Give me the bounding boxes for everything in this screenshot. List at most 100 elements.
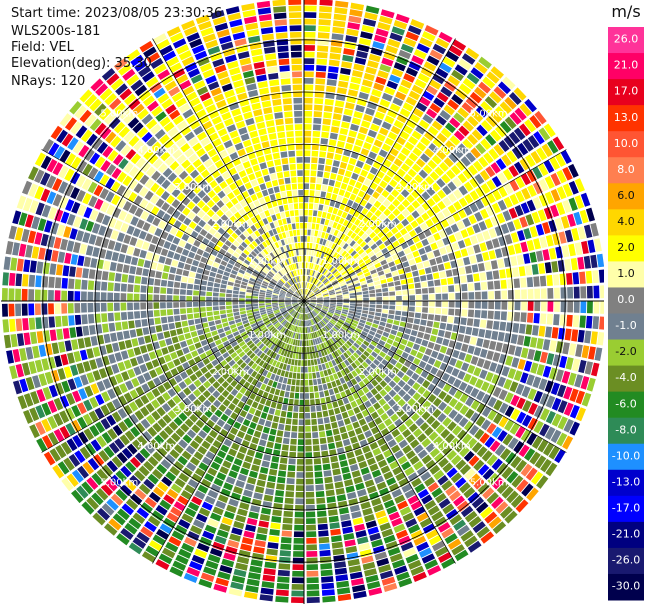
ray-gate (562, 166, 573, 181)
ray-gate (309, 304, 314, 309)
ray-gate (249, 333, 257, 340)
ray-gate (219, 288, 226, 293)
ray-gate (304, 58, 315, 65)
ray-gate (447, 277, 454, 285)
ray-gate (325, 282, 331, 287)
ray-gate (347, 312, 355, 317)
ray-gate (133, 293, 140, 301)
ray-gate (101, 464, 114, 477)
ray-gate (529, 225, 538, 238)
ray-gate (260, 326, 267, 332)
ray-gate (310, 303, 316, 306)
ray-gate (207, 281, 214, 287)
ray-gate (336, 322, 342, 328)
ray-gate (402, 333, 410, 340)
ray-gate (341, 155, 350, 163)
ray-gate (519, 103, 532, 117)
ray-gate (365, 337, 372, 343)
ray-gate (396, 408, 405, 418)
ray-gate (286, 305, 292, 309)
ray-gate (123, 330, 131, 340)
ray-gate (442, 462, 454, 473)
ray-gate (363, 297, 369, 301)
ray-gate (435, 301, 442, 307)
ray-gate (376, 481, 387, 491)
ray-gate (351, 345, 358, 352)
ray-gate (421, 494, 433, 505)
ray-gate (515, 459, 528, 473)
ray-gate (383, 208, 392, 217)
ray-gate (479, 319, 487, 328)
ray-gate (214, 339, 222, 346)
ray-gate (489, 362, 498, 373)
ray-gate (340, 233, 346, 240)
ray-gate (332, 20, 346, 28)
ray-gate (281, 310, 287, 314)
ray-gate (352, 421, 360, 429)
ray-gate (521, 289, 528, 299)
ray-gate (323, 305, 329, 308)
ray-gate (290, 309, 295, 315)
ray-gate (399, 108, 411, 118)
ray-gate (210, 266, 218, 273)
ray-gate (141, 241, 150, 251)
ray-gate (440, 145, 451, 156)
ray-gate (438, 401, 448, 412)
ray-gate (86, 496, 100, 510)
ray-gate (524, 98, 537, 113)
ray-gate (119, 434, 130, 446)
ray-gate (135, 267, 143, 276)
ray-gate (248, 317, 255, 322)
ray-gate (193, 435, 204, 445)
ray-gate (308, 292, 314, 297)
ray-gate (311, 418, 317, 425)
ray-gate (478, 328, 486, 338)
ray-gate (304, 163, 310, 170)
ray-gate (509, 381, 519, 393)
ray-gate (179, 302, 186, 308)
ray-gate (167, 399, 177, 409)
ray-gate (209, 271, 217, 278)
ray-gate (310, 229, 315, 236)
ray-gate (82, 413, 93, 426)
ray-gate (120, 302, 127, 311)
ray-gate (326, 312, 333, 317)
ray-gate (162, 391, 171, 402)
ray-gate (16, 333, 25, 347)
ray-gate (361, 233, 368, 240)
ray-gate (320, 252, 325, 259)
ray-gate (316, 305, 322, 309)
ray-gate (538, 178, 549, 192)
ray-gate (312, 310, 317, 316)
ray-gate (35, 404, 46, 419)
ray-gate (427, 482, 439, 493)
ray-gate (151, 468, 164, 480)
ray-gate (302, 307, 304, 314)
ray-gate (29, 407, 40, 422)
ray-gate (169, 243, 178, 252)
ray-gate (323, 326, 329, 333)
ray-gate (399, 506, 412, 516)
ray-gate (361, 207, 369, 216)
ray-gate (34, 289, 41, 301)
ray-gate (468, 292, 475, 300)
ray-gate (328, 515, 339, 523)
ray-gate (318, 266, 323, 273)
ray-gate (334, 407, 341, 415)
ray-gate (394, 565, 408, 575)
ray-gate (107, 292, 114, 301)
ray-gate (410, 264, 418, 271)
ray-gate (375, 155, 385, 164)
ray-gate (323, 269, 329, 276)
ray-gate (349, 386, 357, 394)
ray-gate (274, 409, 281, 417)
ray-gate (490, 66, 505, 79)
ray-gate (197, 445, 208, 455)
ray-gate (297, 340, 300, 346)
ray-gate (543, 159, 555, 174)
ray-gate (232, 290, 239, 295)
ray-gate (327, 331, 333, 338)
ray-gate (494, 248, 503, 259)
ray-gate (114, 282, 121, 292)
ray-gate (245, 292, 252, 296)
